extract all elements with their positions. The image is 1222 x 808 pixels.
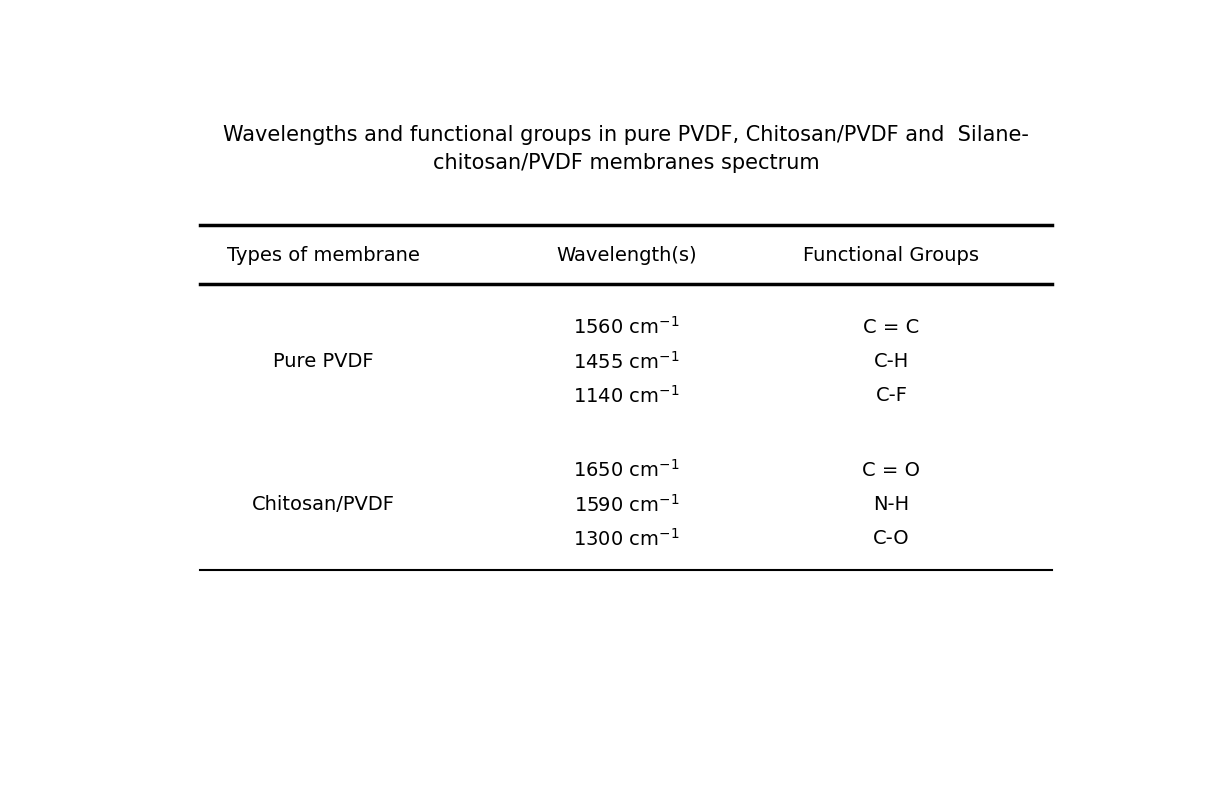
Text: C-F: C-F [875,386,908,405]
Text: Wavelengths and functional groups in pure PVDF, Chitosan/PVDF and  Silane-
chito: Wavelengths and functional groups in pur… [224,125,1029,173]
Text: Chitosan/PVDF: Chitosan/PVDF [252,495,395,514]
Text: Wavelength(s): Wavelength(s) [556,246,697,265]
Text: 1300 cm$^{-1}$: 1300 cm$^{-1}$ [573,528,679,549]
Text: 1590 cm$^{-1}$: 1590 cm$^{-1}$ [573,494,679,516]
Text: 1560 cm$^{-1}$: 1560 cm$^{-1}$ [573,316,679,338]
Text: 1140 cm$^{-1}$: 1140 cm$^{-1}$ [573,385,679,406]
Text: C = O: C = O [863,461,920,480]
Text: C-O: C-O [874,529,909,548]
Text: N-H: N-H [874,495,909,514]
Text: Pure PVDF: Pure PVDF [273,351,374,371]
Text: 1455 cm$^{-1}$: 1455 cm$^{-1}$ [573,351,679,372]
Text: C = C: C = C [863,318,920,337]
Text: 1650 cm$^{-1}$: 1650 cm$^{-1}$ [573,459,679,482]
Text: Types of membrane: Types of membrane [227,246,419,265]
Text: C-H: C-H [874,351,909,371]
Text: Functional Groups: Functional Groups [803,246,980,265]
